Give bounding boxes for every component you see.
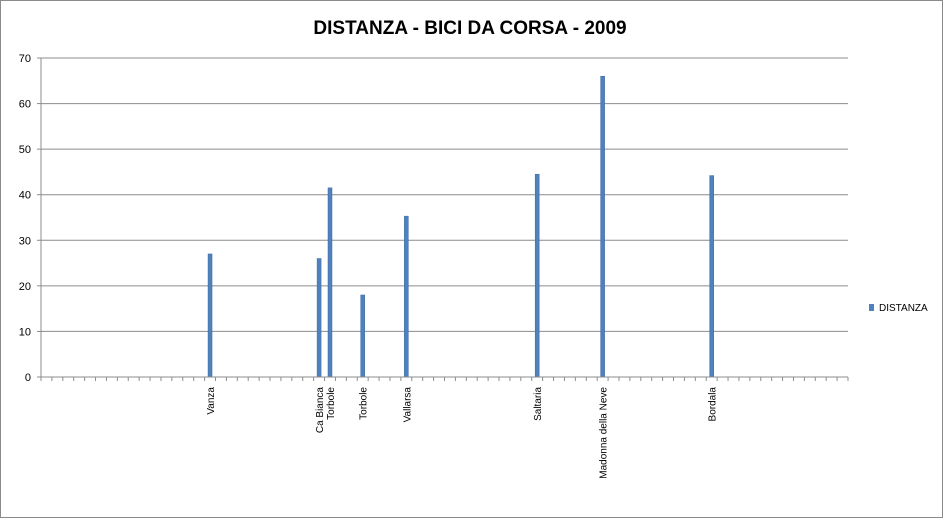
x-axis-ticks <box>40 377 849 381</box>
y-tick-label: 20 <box>19 281 31 293</box>
bar <box>534 173 540 378</box>
bar <box>207 253 213 378</box>
y-axis-ticks: 0 10 20 30 40 50 60 70 <box>19 53 41 384</box>
y-tick-label: 10 <box>19 326 31 338</box>
y-tick-label: 30 <box>19 235 31 247</box>
bar <box>327 187 333 378</box>
y-tick-label: 60 <box>19 99 31 111</box>
axes <box>40 58 848 378</box>
bar <box>360 294 365 378</box>
category-label: Torbole <box>359 387 370 420</box>
category-labels: Vanza Ca Bianca Torbole Torbole Vallarsa Salt… <box>206 387 719 479</box>
gridlines <box>41 57 848 332</box>
category-label: Bordala <box>708 387 719 422</box>
bar <box>316 258 322 378</box>
legend-label: DISTANZA <box>879 303 928 314</box>
bar <box>709 175 714 378</box>
bar <box>404 215 409 378</box>
y-tick-label: 0 <box>25 372 31 384</box>
category-label: Madonna della Neve <box>599 387 610 479</box>
category-label: Vallarsa <box>402 387 413 423</box>
category-label: Torbole <box>326 387 337 420</box>
category-label: Vanza <box>206 387 217 415</box>
bars <box>207 75 714 378</box>
legend: DISTANZA <box>869 303 928 314</box>
y-tick-label: 40 <box>19 190 31 202</box>
category-label: Ca Bianca <box>315 387 326 434</box>
chart-title: DISTANZA - BICI DA CORSA - 2009 <box>313 18 626 39</box>
y-tick-label: 50 <box>19 144 31 156</box>
y-tick-label: 70 <box>19 53 31 65</box>
legend-swatch <box>869 304 874 311</box>
category-label: Saltaria <box>533 387 544 421</box>
bar <box>600 75 605 378</box>
